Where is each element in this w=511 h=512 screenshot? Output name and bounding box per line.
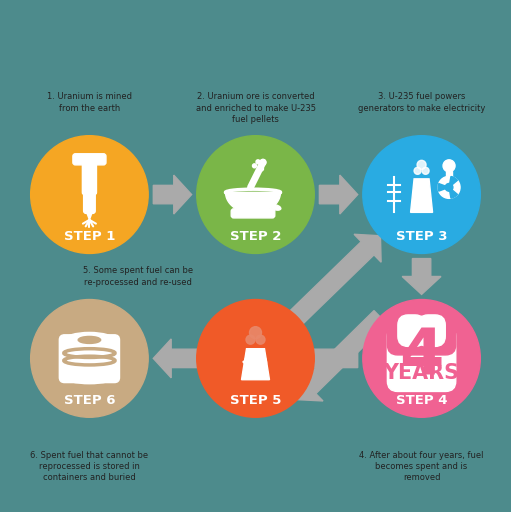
Polygon shape [319,175,358,214]
Text: STEP 1: STEP 1 [64,230,115,243]
FancyBboxPatch shape [82,157,97,195]
Text: 2. Uranium ore is converted
and enriched to make U-235
fuel pellets: 2. Uranium ore is converted and enriched… [196,92,315,124]
Circle shape [363,136,480,253]
Ellipse shape [64,332,114,348]
Circle shape [260,159,266,165]
FancyBboxPatch shape [387,326,456,392]
Circle shape [417,160,426,169]
Text: STEP 4: STEP 4 [396,394,447,407]
Text: STEP 6: STEP 6 [64,394,115,407]
Circle shape [197,136,314,253]
Text: STEP 5: STEP 5 [230,394,281,407]
Circle shape [414,167,421,174]
Text: 3. U-235 fuel powers
generators to make electricity: 3. U-235 fuel powers generators to make … [358,92,485,113]
Polygon shape [153,175,192,214]
Text: YEARS: YEARS [384,362,459,382]
Polygon shape [153,339,358,378]
Text: 6. Spent fuel that cannot be
reprocessed is stored in
containers and buried: 6. Spent fuel that cannot be reprocessed… [30,451,149,482]
FancyBboxPatch shape [446,171,452,176]
Ellipse shape [260,205,269,212]
FancyBboxPatch shape [84,188,95,214]
Polygon shape [402,259,441,294]
Circle shape [443,160,455,172]
Circle shape [197,300,314,417]
FancyBboxPatch shape [387,324,456,355]
Ellipse shape [78,336,101,344]
Ellipse shape [270,205,281,210]
Polygon shape [410,179,433,212]
Polygon shape [86,211,92,220]
Circle shape [438,176,460,198]
Polygon shape [296,311,387,401]
Text: 4: 4 [400,326,444,388]
Text: STEP 2: STEP 2 [230,230,281,243]
Circle shape [256,335,265,344]
Text: 5. Some spent fuel can be
re-processed and re-used: 5. Some spent fuel can be re-processed a… [83,266,193,287]
Wedge shape [438,184,449,191]
Polygon shape [242,349,269,380]
Circle shape [256,160,260,164]
Circle shape [246,335,255,344]
FancyBboxPatch shape [59,335,120,382]
FancyBboxPatch shape [231,209,275,218]
Circle shape [445,183,453,191]
Text: STEP 3: STEP 3 [396,230,447,243]
Circle shape [363,300,480,417]
FancyBboxPatch shape [398,315,425,347]
FancyBboxPatch shape [73,154,106,165]
Polygon shape [290,234,381,324]
Circle shape [31,300,148,417]
Ellipse shape [263,198,273,204]
Ellipse shape [64,371,114,383]
Wedge shape [449,177,457,187]
Circle shape [31,136,148,253]
Circle shape [249,327,262,338]
Circle shape [260,167,264,171]
Text: 1. Uranium is mined
from the earth: 1. Uranium is mined from the earth [47,92,132,113]
Polygon shape [225,193,281,214]
FancyBboxPatch shape [418,315,445,347]
Text: 4. After about four years, fuel
becomes spent and is
removed: 4. After about four years, fuel becomes … [359,451,484,482]
Circle shape [252,164,257,168]
Wedge shape [449,187,457,198]
Circle shape [422,167,429,174]
